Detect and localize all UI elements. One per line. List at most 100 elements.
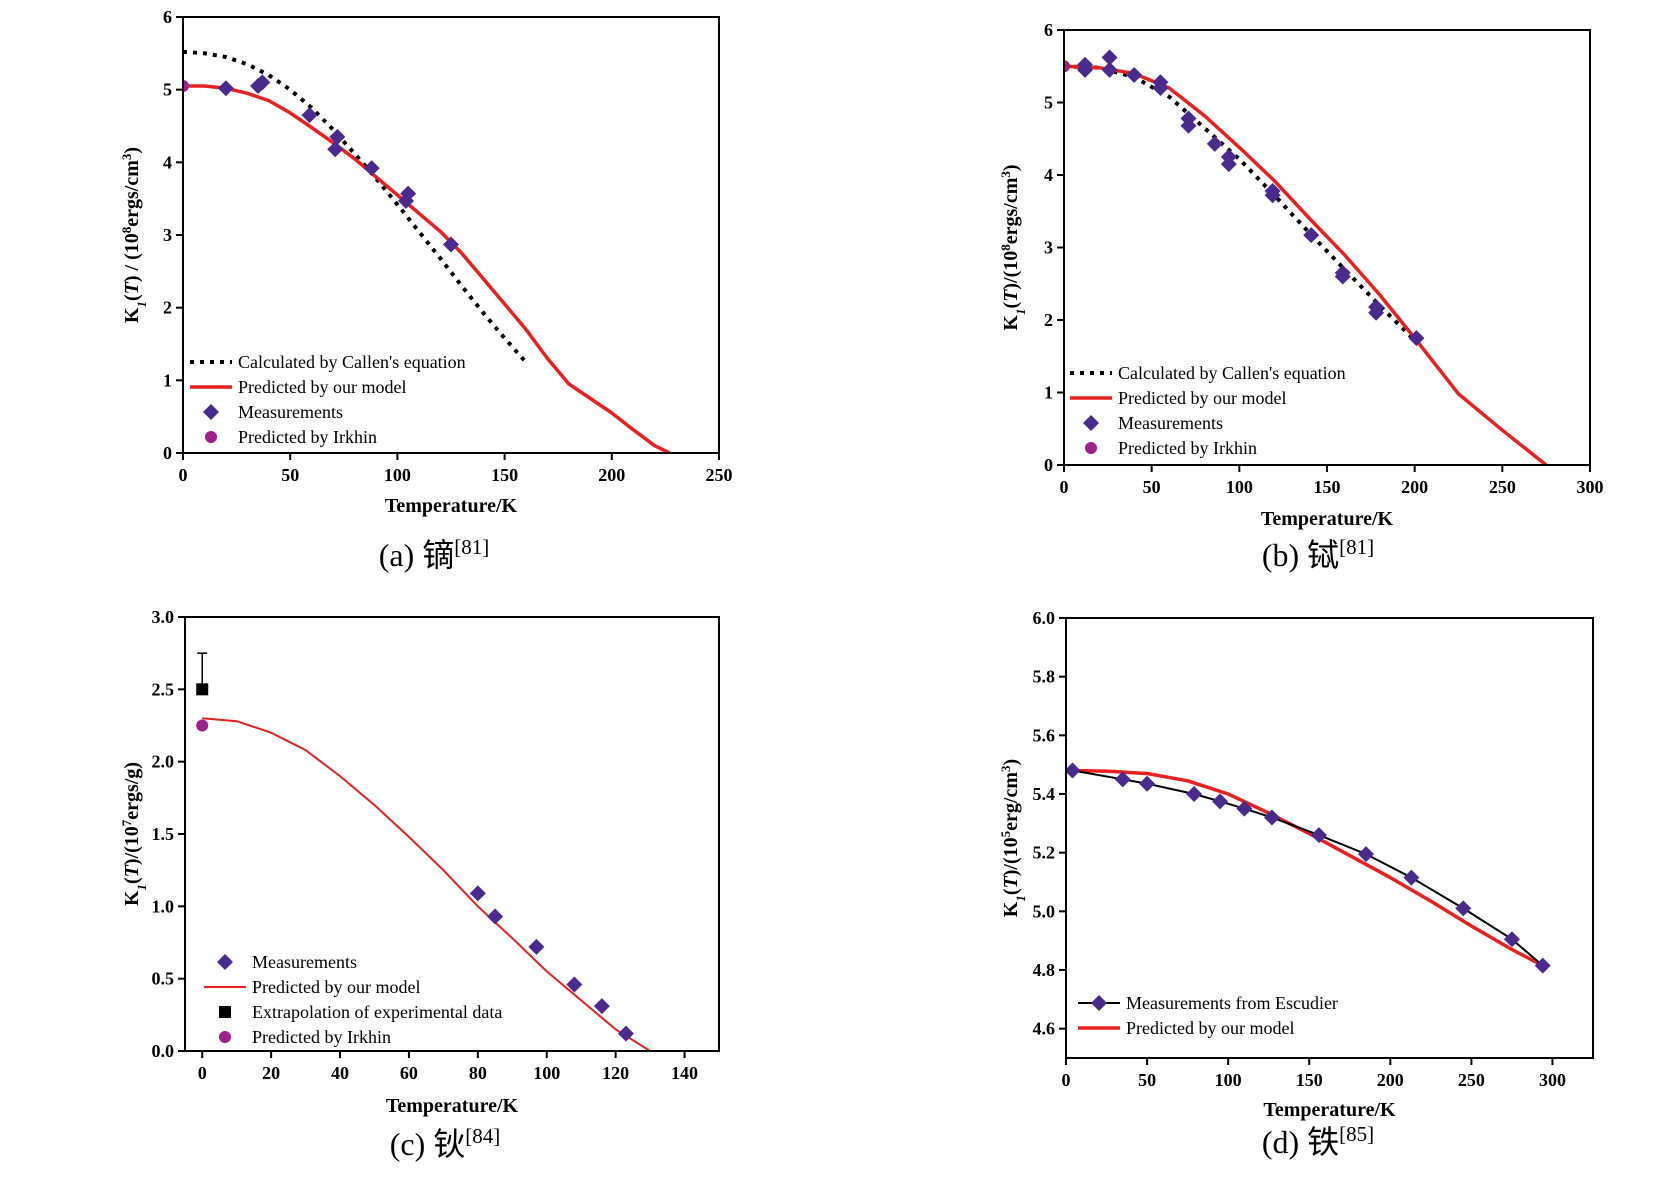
y-tick-label: 1.5: [152, 824, 175, 844]
plot-area: [1066, 762, 1551, 974]
data-point-measurement: [327, 141, 344, 158]
data-point-measurement: [1152, 74, 1169, 91]
legend: Measurements Predicted by our model Extrap…: [204, 952, 502, 1047]
x-tick-label: 100: [1215, 1070, 1242, 1090]
data-point-escudier: [1503, 931, 1520, 948]
y-tick-label: 2.5: [152, 679, 175, 699]
panel-c: 0 20 40 60 80 100 120 140 0.0 0.5 1.0 1.5 2.0 2.5 3.0 M…: [119, 607, 720, 1163]
data-point-escudier: [1310, 827, 1327, 844]
caption-reference: [85]: [1339, 1122, 1374, 1146]
x-tick-label: 100: [533, 1063, 560, 1083]
y-axis-label: K1(T) / (108ergs/cm3): [119, 147, 149, 323]
legend-label: Calculated by Callen's equation: [1118, 363, 1346, 383]
plot-frame: [182, 16, 720, 454]
data-point-measurement: [469, 885, 486, 902]
x-tick-label: 140: [671, 1063, 698, 1083]
y-tick-label: 3: [163, 225, 172, 245]
data-point-escudier: [1066, 762, 1081, 779]
caption-element-name: 铁: [1307, 1123, 1339, 1161]
series-line-escudier: [1072, 769, 1544, 967]
y-tick-label: 6.0: [1033, 608, 1056, 628]
data-point-measurement: [1264, 182, 1281, 199]
data-point-measurement: [217, 80, 234, 97]
y-tick-label: 3: [1044, 238, 1053, 258]
data-point-measurement: [617, 1025, 634, 1042]
data-point-irkhin: [1064, 60, 1070, 73]
x-tick-label: 250: [1458, 1070, 1485, 1090]
x-tick-label: 100: [1226, 477, 1253, 497]
y-tick-label: 1: [163, 370, 172, 390]
y-tick-label: 5: [1044, 93, 1053, 113]
data-point-measurement: [566, 976, 583, 993]
legend-label: Predicted by our model: [252, 977, 420, 997]
plot-area: [196, 652, 651, 1051]
y-tick-label: 6: [1044, 20, 1053, 40]
x-tick-label: 60: [400, 1063, 418, 1083]
data-point-measurement: [1180, 110, 1197, 127]
y-axis-label: K1(T)/(108ergs/cm3): [998, 164, 1028, 330]
x-tick-label: 0: [1062, 1070, 1071, 1090]
panel-d: 0 50 100 150 200 250 300 4.6 4.8 5.0 5.2 5.4 5.6 5.8 6…: [998, 608, 1594, 1161]
y-tick-label: 2: [163, 298, 172, 318]
caption-element-name: 铽: [1307, 536, 1339, 574]
plot-frame: [1065, 617, 1594, 1059]
data-point-measurement: [400, 185, 417, 202]
y-axis-label: K1(T)/(105erg/cm3): [998, 759, 1028, 917]
panel-caption: (d) 铁[85]: [1262, 1122, 1374, 1161]
data-point-measurement: [1368, 298, 1385, 315]
legend-swatch: [205, 431, 217, 443]
legend-swatch-marker: [1091, 995, 1107, 1011]
data-point-irkhin: [196, 719, 209, 732]
x-tick-label: 150: [1314, 477, 1341, 497]
caption-reference: [81]: [454, 535, 489, 559]
x-tick-label: 300: [1577, 477, 1604, 497]
y-tick-label: 5.6: [1033, 725, 1056, 745]
legend-label: Calculated by Callen's equation: [238, 352, 466, 372]
data-point-escudier: [1455, 900, 1472, 917]
panel-b: 0 50 100 150 200 250 300 0 1 2 3 4 5 6 Calculated by C…: [998, 20, 1604, 574]
data-point-escudier: [1236, 800, 1253, 817]
legend-swatch: [219, 1031, 231, 1043]
x-tick-label: 200: [598, 465, 625, 485]
y-tick-label: 5.2: [1033, 843, 1056, 863]
legend-label: Extrapolation of experimental data: [252, 1002, 502, 1022]
data-point-measurement: [301, 107, 318, 124]
x-tick-label: 50: [281, 465, 299, 485]
y-tick-label: 4: [1044, 165, 1053, 185]
legend-label: Predicted by Irkhin: [1118, 438, 1257, 458]
y-tick-label: 4.6: [1033, 1019, 1056, 1039]
series-line-model: [202, 717, 651, 1051]
x-tick-label: 250: [1489, 477, 1516, 497]
data-point-measurement: [1101, 61, 1118, 78]
legend-label: Predicted by our model: [1118, 388, 1286, 408]
x-tick-label: 50: [1138, 1070, 1156, 1090]
data-point-measurement: [1101, 49, 1118, 66]
legend-swatch: [1083, 415, 1099, 431]
data-point-irkhin: [183, 80, 189, 93]
x-axis-label: Temperature/K: [386, 1095, 519, 1117]
legend: Measurements from Escudier Predicted by o…: [1078, 993, 1338, 1038]
series-line-callen: [183, 49, 528, 364]
panel-a: 0 50 100 150 200 250 0 1 2 3 4 5 6 Calculated by Call…: [119, 7, 733, 574]
plot-area: [1064, 49, 1548, 465]
y-tick-label: 5.0: [1033, 901, 1056, 921]
y-tick-label: 5.8: [1033, 667, 1056, 687]
y-tick-label: 6: [163, 7, 172, 27]
data-point-extrapolation: [196, 683, 209, 696]
x-axis-label: Temperature/K: [1261, 508, 1394, 530]
y-tick-label: 4.8: [1033, 960, 1056, 980]
y-tick-label: 1: [1044, 383, 1053, 403]
y-tick-label: 0: [1044, 455, 1053, 475]
legend: Calculated by Callen's equation Predicted…: [190, 352, 466, 447]
x-tick-label: 80: [469, 1063, 487, 1083]
panel-caption: (b) 铽[81]: [1262, 535, 1374, 574]
x-tick-label: 50: [1143, 477, 1161, 497]
x-tick-label: 150: [1296, 1070, 1323, 1090]
y-axis-label: K1(T)/(107ergs/g): [119, 762, 149, 906]
caption-prefix: (a): [379, 537, 423, 573]
legend-swatch: [219, 1006, 231, 1018]
y-tick-label: 4: [163, 152, 172, 172]
x-tick-label: 100: [384, 465, 411, 485]
data-point-measurement: [1220, 148, 1237, 165]
data-point-escudier: [1114, 771, 1131, 788]
